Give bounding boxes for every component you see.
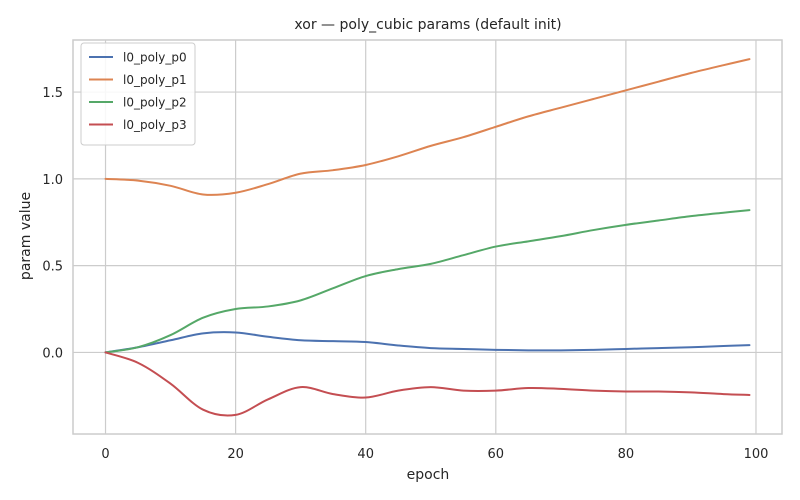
chart-title: xor — poly_cubic params (default init) — [294, 17, 561, 33]
legend-label: l0_poly_p0 — [123, 51, 187, 65]
tick-labels: 0 20 40 60 80 100 0.0 0.5 1.0 1.5 — [42, 86, 768, 462]
legend-label: l0_poly_p1 — [123, 73, 187, 87]
y-axis-label: param value — [18, 192, 34, 280]
series-line-l0-poly-p0 — [104, 331, 751, 354]
y-tick-label: 1.5 — [42, 86, 63, 101]
legend-label: l0_poly_p2 — [123, 96, 187, 110]
y-tick-label: 1.0 — [42, 173, 63, 188]
x-tick-label: 20 — [227, 447, 244, 462]
y-tick-label: 0.5 — [42, 260, 63, 275]
x-tick-label: 0 — [101, 447, 109, 462]
series-line-l0-poly-p3 — [104, 351, 751, 417]
x-tick-label: 60 — [488, 447, 505, 462]
x-tick-label: 40 — [357, 447, 374, 462]
plot-frame — [72, 39, 783, 435]
series-layer — [104, 58, 751, 417]
legend-label: l0_poly_p3 — [123, 118, 187, 132]
grid — [73, 40, 782, 434]
legend-box — [80, 42, 196, 146]
x-axis-label: epoch — [407, 467, 450, 483]
x-tick-label: 100 — [744, 447, 769, 462]
series-line-l0-poly-p2 — [104, 209, 751, 354]
y-tick-label: 0.0 — [42, 346, 63, 361]
series-line-l0-poly-p1 — [104, 58, 751, 196]
legend: l0_poly_p0 l0_poly_p1 l0_poly_p2 l0_poly_p3 — [80, 42, 196, 146]
x-tick-label: 80 — [618, 447, 635, 462]
